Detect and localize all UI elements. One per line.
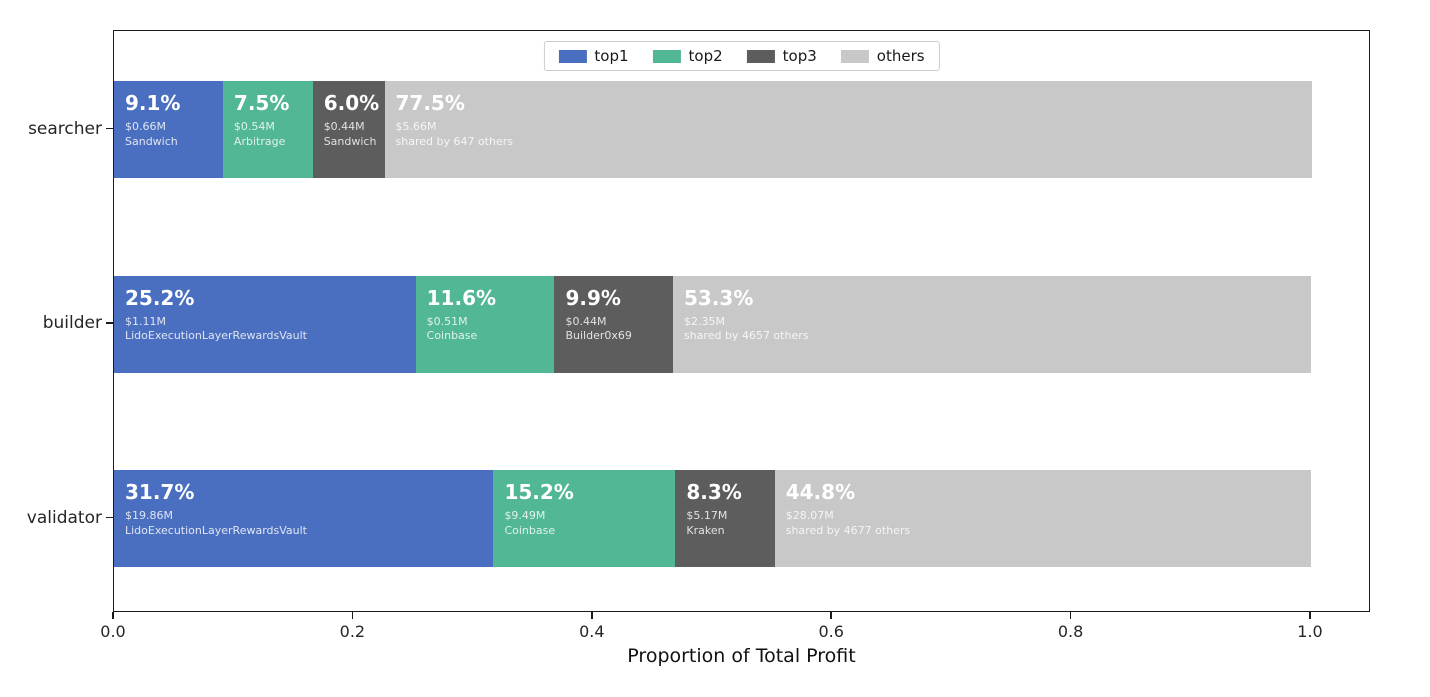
- segment-percent-label: 9.9%: [565, 285, 621, 310]
- segment-entity-label: Builder0x69: [565, 329, 632, 343]
- bar-segment-validator-top3: 8.3% $5.17M Kraken: [675, 470, 775, 567]
- segment-amount-label: $1.11M: [125, 314, 166, 328]
- segment-entity-label: Coinbase: [426, 329, 478, 343]
- segment-entity-label: shared by 4677 others: [785, 523, 911, 537]
- legend-swatch-top1: [558, 49, 587, 63]
- plot-area: top1 top2 top3 others 9.1% $0.66M Sandwich 7.5…: [113, 30, 1370, 612]
- bar-segment-validator-top2: 15.2% $9.49M Coinbase: [493, 470, 676, 567]
- x-tick-mark: [112, 612, 114, 619]
- legend-label-top1: top1: [594, 47, 629, 65]
- x-tick-mark: [591, 612, 593, 619]
- segment-amount-label: $28.07M: [785, 509, 834, 522]
- segment-entity-label: Sandwich: [125, 134, 178, 148]
- segment-percent-label: 53.3%: [683, 285, 754, 310]
- legend-swatch-others: [840, 49, 869, 63]
- legend-item-others: others: [840, 47, 925, 65]
- x-tick-label: 0.8: [1057, 622, 1084, 641]
- x-tick-mark: [830, 612, 832, 619]
- segment-amount-label: $9.49M: [504, 509, 546, 522]
- x-tick-label: 0.2: [339, 622, 366, 641]
- segment-entity-label: LidoExecutionLayerRewardsVault: [125, 329, 307, 343]
- segment-amount-label: $0.51M: [426, 314, 468, 328]
- segment-amount-label: $2.35M: [683, 314, 725, 328]
- bar-segment-searcher-others: 77.5% $5.66M shared by 647 others: [384, 81, 1313, 178]
- segment-percent-label: 25.2%: [125, 285, 195, 310]
- bar-row-builder: 25.2% $1.11M LidoExecutionLayerRewardsVaul…: [114, 275, 1311, 373]
- y-tick-mark: [106, 127, 113, 129]
- segment-entity-label: Kraken: [686, 523, 725, 537]
- segment-percent-label: 44.8%: [785, 480, 856, 504]
- segment-entity-label: LidoExecutionLayerRewardsVault: [125, 523, 307, 537]
- legend-label-top2: top2: [688, 47, 723, 65]
- segment-percent-label: 31.7%: [125, 480, 195, 504]
- x-axis-title: Proportion of Total Profit: [627, 645, 856, 667]
- segment-amount-label: $0.44M: [323, 120, 365, 133]
- x-tick-mark: [1069, 612, 1072, 619]
- x-tick-mark: [1309, 612, 1311, 619]
- legend-label-others: others: [876, 47, 925, 65]
- legend-swatch-top2: [652, 49, 681, 63]
- bar-segment-builder-others: 53.3% $2.35M shared by 4657 others: [672, 275, 1311, 373]
- legend-item-top3: top3: [746, 47, 817, 65]
- x-tick-mark: [351, 612, 354, 619]
- legend-item-top2: top2: [652, 47, 723, 65]
- legend-label-top3: top3: [782, 47, 817, 65]
- legend-swatch-top3: [746, 49, 775, 63]
- segment-amount-label: $5.17M: [686, 509, 728, 522]
- segment-percent-label: 9.1%: [125, 91, 181, 115]
- segment-entity-label: shared by 647 others: [395, 134, 514, 148]
- segment-entity-label: Coinbase: [504, 523, 556, 537]
- bar-segment-builder-top1: 25.2% $1.11M LidoExecutionLayerRewardsVaul…: [114, 275, 416, 373]
- x-tick-label: 1.0: [1297, 622, 1323, 641]
- segment-amount-label: $0.66M: [125, 120, 166, 133]
- segment-percent-label: 77.5%: [395, 91, 465, 115]
- y-tick-label-searcher: searcher: [28, 118, 102, 139]
- bars-layer: 9.1% $0.66M Sandwich 7.5% $0.54M Arbitrage 6.0…: [114, 31, 1313, 611]
- y-tick-mark: [106, 516, 113, 518]
- bar-segment-searcher-top2: 7.5% $0.54M Arbitrage: [222, 81, 313, 178]
- segment-amount-label: $5.66M: [395, 120, 437, 133]
- segment-entity-label: shared by 4657 others: [683, 329, 809, 343]
- bar-segment-searcher-top1: 9.1% $0.66M Sandwich: [114, 81, 223, 178]
- legend-item-top1: top1: [558, 47, 629, 65]
- y-tick-label-validator: validator: [26, 507, 102, 528]
- segment-amount-label: $0.44M: [565, 314, 607, 328]
- segment-percent-label: 15.2%: [504, 480, 574, 504]
- bar-segment-searcher-top3: 6.0% $0.44M Sandwich: [312, 81, 385, 178]
- segment-entity-label: Arbitrage: [233, 134, 286, 148]
- bar-row-validator: 31.7% $19.86M LidoExecutionLayerRewardsVau…: [114, 470, 1311, 567]
- segment-percent-label: 7.5%: [233, 91, 290, 115]
- segment-amount-label: $0.54M: [233, 120, 275, 133]
- x-tick-label: 0.6: [818, 622, 844, 641]
- bar-row-searcher: 9.1% $0.66M Sandwich 7.5% $0.54M Arbitrage 6.0…: [114, 81, 1313, 178]
- bar-segment-validator-top1: 31.7% $19.86M LidoExecutionLayerRewardsVau…: [114, 470, 494, 567]
- x-tick-label: 0.4: [579, 622, 605, 641]
- segment-percent-label: 6.0%: [323, 91, 380, 115]
- segment-entity-label: Sandwich: [323, 134, 377, 148]
- segment-percent-label: 11.6%: [426, 285, 497, 310]
- segment-percent-label: 8.3%: [686, 480, 742, 504]
- legend: top1 top2 top3 others: [543, 41, 940, 71]
- y-tick-label-builder: builder: [42, 313, 102, 333]
- bar-segment-builder-top2: 11.6% $0.51M Coinbase: [415, 275, 555, 373]
- x-tick-label: 0.0: [100, 622, 126, 641]
- y-tick-mark: [106, 322, 113, 324]
- bar-segment-validator-others: 44.8% $28.07M shared by 4677 others: [774, 470, 1311, 567]
- bar-segment-builder-top3: 9.9% $0.44M Builder0x69: [554, 275, 673, 373]
- segment-amount-label: $19.86M: [125, 509, 173, 522]
